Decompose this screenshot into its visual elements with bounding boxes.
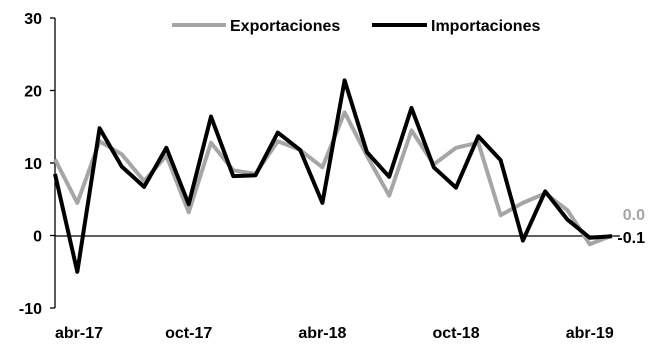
x-tick-label: oct-17	[165, 325, 212, 342]
series-line-importaciones	[53, 78, 613, 274]
end-label-exportaciones: 0.0	[623, 207, 645, 224]
y-tick-label: 0	[33, 229, 42, 246]
x-tick-label: abr-17	[55, 325, 103, 342]
legend: Exportaciones Importaciones	[172, 18, 540, 35]
y-tick-label: -10	[19, 301, 42, 318]
legend-label-importaciones: Importaciones	[431, 18, 540, 35]
y-tick-label: 10	[24, 156, 42, 173]
x-tick-labels: abr-17 oct-17 abr-18 oct-18 abr-19	[55, 325, 614, 342]
x-tick-label: abr-19	[566, 325, 614, 342]
legend-label-exportaciones: Exportaciones	[230, 18, 340, 35]
x-tick-label: abr-18	[298, 325, 346, 342]
x-tick-label: oct-18	[432, 325, 479, 342]
y-tick-labels: -10 0 10 20 30	[19, 11, 42, 318]
y-tick-label: 20	[24, 84, 42, 101]
end-label-importaciones: -0.1	[617, 230, 645, 247]
y-ticks	[50, 17, 55, 309]
y-tick-label: 30	[24, 11, 42, 28]
end-labels: 0.0 -0.1	[617, 207, 645, 247]
series-lines	[53, 78, 613, 274]
